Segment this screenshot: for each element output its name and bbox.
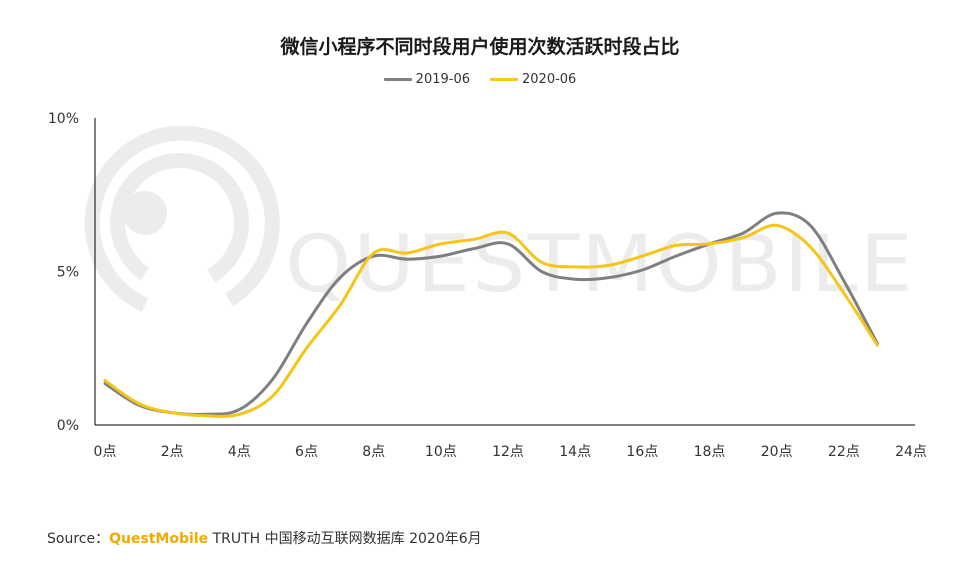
series-line-2019-06 [103, 211, 879, 416]
x-tick-label: 10点 [425, 444, 457, 460]
chart-legend: 2019-06 2020-06 [0, 72, 960, 87]
x-tick-label: 0点 [94, 444, 117, 460]
x-tick-label: 18点 [694, 444, 726, 460]
legend-swatch [490, 78, 518, 81]
source-note: Source：QuestMobile TRUTH 中国移动互联网数据库 2020… [47, 528, 482, 548]
x-tick-label: 22点 [828, 444, 860, 460]
axes [94, 118, 915, 426]
x-tick-label: 2点 [161, 444, 184, 460]
chart-title: 微信小程序不同时段用户使用次数活跃时段占比 [280, 36, 680, 58]
x-tick-label: 4点 [228, 444, 251, 460]
legend-label: 2019-06 [415, 72, 470, 87]
series-line-2020-06 [103, 223, 879, 418]
source-brand: QuestMobile [109, 531, 209, 547]
y-tick-label: 5% [57, 265, 79, 281]
x-tick-label: 8点 [362, 444, 385, 460]
tick-labels: 10% 5% 0% 0点 2点 4点 6点 8点 10点 12点 14点 16点 18点 20点 22点 24… [48, 111, 927, 460]
source-prefix: Source： [47, 531, 110, 547]
series-lines [103, 211, 879, 418]
legend-swatch [383, 78, 412, 81]
watermark: QUESTMOBILE [84, 125, 915, 312]
x-tick-label: 20点 [761, 444, 793, 460]
questmobile-logo-icon [84, 125, 280, 312]
legend-item: 2019-06 [383, 72, 470, 87]
x-tick-label: 24点 [895, 444, 927, 460]
source-suffix: TRUTH 中国移动互联网数据库 2020年6月 [208, 531, 482, 547]
watermark-text: QUESTMOBILE [285, 220, 915, 310]
y-tick-label: 0% [57, 418, 79, 434]
legend-label: 2020-06 [522, 72, 577, 87]
y-tick-label: 10% [48, 111, 79, 127]
legend-item: 2020-06 [490, 72, 576, 87]
x-tick-label: 12点 [492, 444, 524, 460]
x-tick-label: 16点 [626, 444, 658, 460]
x-tick-label: 6点 [295, 444, 318, 460]
x-tick-label: 14点 [559, 444, 591, 460]
